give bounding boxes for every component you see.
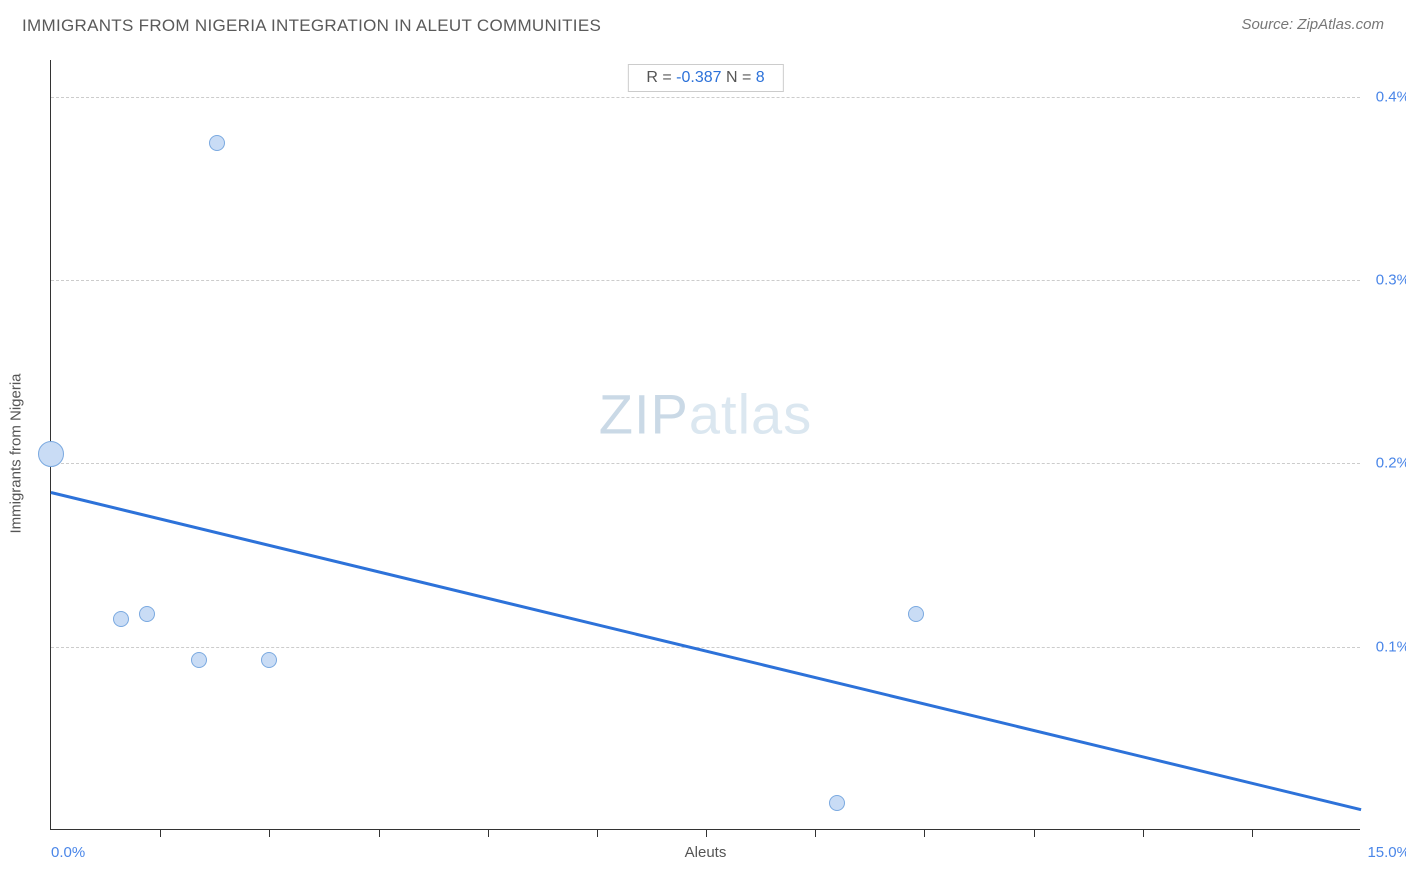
x-tick [706,829,707,837]
x-tick [597,829,598,837]
x-tick [815,829,816,837]
scatter-point [191,652,207,668]
y-tick-label: 0.2% [1365,455,1406,472]
trend-line [51,491,1362,811]
gridline [51,97,1360,98]
x-tick [488,829,489,837]
watermark-atlas: atlas [689,382,812,445]
x-min-label: 0.0% [51,844,85,861]
scatter-point [139,606,155,622]
scatter-point [209,135,225,151]
n-value: 8 [756,69,765,86]
r-value: -0.387 [676,69,721,86]
x-axis-label: Aleuts [685,844,727,861]
y-axis-label: Immigrants from Nigeria [8,373,25,533]
scatter-plot-area: ZIPatlas R = -0.387 N = 8 Immigrants fro… [50,60,1360,830]
y-tick-label: 0.3% [1365,272,1406,289]
scatter-point [261,652,277,668]
gridline [51,647,1360,648]
y-tick-label: 0.4% [1365,88,1406,105]
x-tick [1143,829,1144,837]
x-max-label: 15.0% [1360,844,1406,861]
r-label: R = [646,69,676,86]
watermark-zip: ZIP [599,382,689,445]
gridline [51,463,1360,464]
gridline [51,280,1360,281]
stats-box: R = -0.387 N = 8 [627,64,783,92]
scatter-point [38,441,64,467]
chart-title: IMMIGRANTS FROM NIGERIA INTEGRATION IN A… [22,16,601,35]
scatter-point [908,606,924,622]
chart-header: IMMIGRANTS FROM NIGERIA INTEGRATION IN A… [22,16,1384,46]
x-tick [160,829,161,837]
n-label: N = [722,69,756,86]
scatter-point [829,795,845,811]
x-tick [924,829,925,837]
x-tick [1034,829,1035,837]
scatter-point [113,611,129,627]
source-attribution: Source: ZipAtlas.com [1241,16,1384,33]
watermark: ZIPatlas [599,381,812,446]
y-tick-label: 0.1% [1365,638,1406,655]
x-tick [269,829,270,837]
x-tick [1252,829,1253,837]
x-tick [379,829,380,837]
